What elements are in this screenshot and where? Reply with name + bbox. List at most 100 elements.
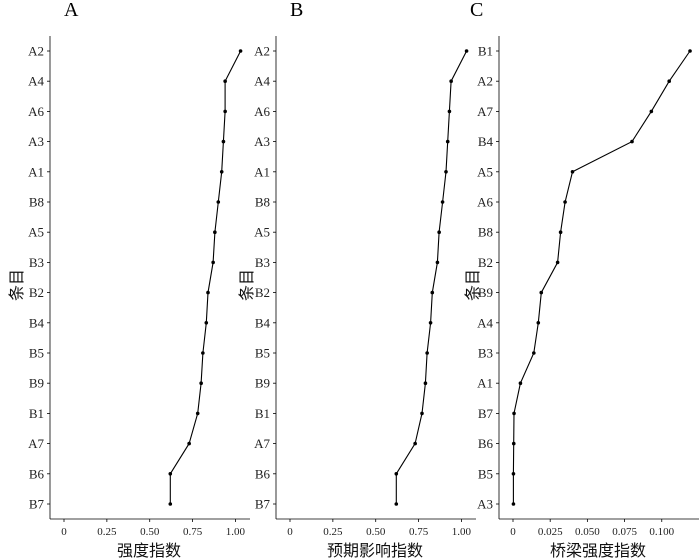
data-point-a7 [649,109,654,114]
data-point-b9 [539,290,544,295]
y-tick-label: A2 [477,74,493,89]
y-tick-label: A2 [28,44,44,59]
data-point-a6 [563,200,567,204]
y-tick-label: B8 [255,195,270,210]
y-tick-label: B5 [255,346,270,361]
data-point-a1 [518,381,523,386]
y-tick-label: A3 [254,134,270,149]
x-axis-title: 桥梁强度指数 [550,541,646,560]
x-tick-label: 0.025 [538,526,563,538]
data-point-a5 [570,170,575,174]
data-point-b9 [423,381,428,386]
y-axis-title: 条目 [7,269,26,301]
data-point-b4 [428,321,433,325]
data-point-b9 [199,381,203,386]
data-point-b3 [211,260,215,265]
y-tick-label: A3 [28,134,44,149]
y-tick-label: B7 [29,497,45,512]
data-point-b2 [555,260,560,265]
x-tick-label: 0.100 [649,526,674,538]
x-tick-label: 0 [61,526,67,538]
y-tick-label: B8 [29,195,44,210]
y-tick-label: A5 [254,225,270,240]
data-point-b6 [511,441,516,446]
data-point-b3 [435,260,440,265]
data-point-b1 [420,411,424,416]
data-point-a3 [445,139,450,144]
data-point-b1 [195,411,200,416]
data-point-a5 [213,230,217,234]
y-tick-label: B9 [255,376,270,391]
data-point-b8 [440,200,445,204]
y-tick-label: B2 [478,255,493,270]
x-tick-label: 0 [287,526,293,538]
y-tick-label: A4 [477,315,493,330]
data-point-b6 [394,472,399,476]
x-tick-label: 0 [510,526,516,538]
data-point-b6 [168,472,173,476]
data-point-b5 [511,472,516,476]
series-line [512,50,691,504]
y-tick-label: A1 [477,376,493,391]
data-point-a1 [444,170,448,174]
y-tick-label: B1 [478,44,493,59]
y-tick-label: B6 [478,436,494,451]
panel-b: B A2 A4 A6 A3 A1 B8 A5 B3 B2 B4 B5 B9 B1 A7 B6 B7 0 0.25 0.… [237,0,476,560]
x-tick-label: 0.75 [409,526,429,538]
y-tick-label: A1 [28,164,44,179]
y-tick-label: B6 [29,466,45,481]
y-tick-label: B1 [29,406,44,421]
x-tick-label: 0.25 [323,526,343,538]
panel-a: A A2 A4 A6 A3 A1 B8 A5 B3 B2 B4 B5 B9 B1 A7 B6 B7 0 0.25 0.… [7,0,250,560]
x-axis-title: 强度指数 [117,541,181,560]
panel-label-c: C [470,0,483,21]
y-tick-label: B7 [255,497,271,512]
data-point-a2 [464,49,469,53]
data-point-a3 [221,139,226,144]
data-point-a6 [223,109,227,114]
y-tick-label: B6 [255,466,271,481]
data-point-a4 [223,79,227,83]
x-tick-label: 1.00 [226,526,246,538]
y-tick-label: A2 [254,44,270,59]
data-point-b3 [532,351,536,355]
x-tick-label: 0.75 [183,526,203,538]
data-point-b7 [512,411,516,416]
y-tick-label: B3 [255,255,270,270]
data-point-a7 [413,441,417,446]
y-tick-label: A3 [477,497,493,512]
x-axis-title: 预期影响指数 [327,541,423,560]
panel-label-a: A [64,0,79,21]
data-point-b8 [216,200,221,204]
y-tick-label: B3 [478,346,493,361]
y-tick-label: A5 [477,164,493,179]
y-tick-label: B2 [255,285,270,300]
y-tick-label: B4 [478,134,494,149]
data-point-b1 [688,49,692,53]
x-tick-label: 0.050 [575,526,600,538]
data-point-b8 [558,230,563,234]
y-tick-label: B9 [478,285,493,300]
data-point-a2 [667,79,671,83]
x-tick-label: 0.50 [366,526,386,538]
y-tick-label: B5 [478,466,493,481]
y-tick-label: B8 [478,225,493,240]
y-axis-title: 条目 [463,269,482,301]
y-axis-title: 条目 [237,269,256,301]
y-tick-label: B2 [29,285,44,300]
data-point-a1 [219,170,224,174]
y-tick-label: B4 [255,315,271,330]
y-tick-label: A6 [254,104,270,119]
y-tick-label: B9 [29,376,44,391]
data-point-b4 [204,321,209,325]
data-point-b7 [168,502,173,506]
data-point-a6 [447,109,452,114]
y-tick-label: B4 [29,315,45,330]
y-tick-label: B3 [29,255,44,270]
data-point-a4 [449,79,453,83]
y-tick-label: A7 [477,104,493,119]
y-tick-label: A6 [28,104,44,119]
y-tick-label: A7 [28,436,44,451]
data-point-b4 [630,139,634,144]
